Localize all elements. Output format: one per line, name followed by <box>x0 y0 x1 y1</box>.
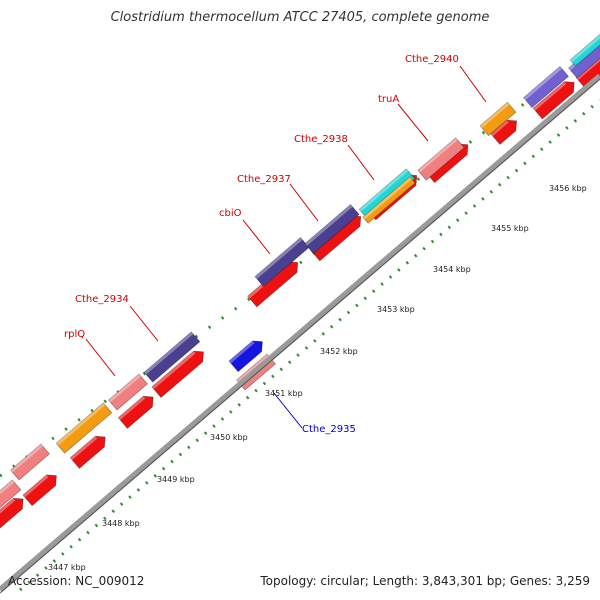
scale-label: 3455 kbp <box>491 224 529 233</box>
genome-backbone-shadow <box>0 78 600 594</box>
leader-lines <box>85 65 487 429</box>
scale-label: 3454 kbp <box>433 265 471 274</box>
gene-label-cthe-2940[interactable]: Cthe_2940 <box>405 54 459 65</box>
leader-line <box>273 392 303 429</box>
cds-layer <box>0 33 600 531</box>
cds-purple[interactable] <box>522 65 570 109</box>
cds-cyan[interactable] <box>569 33 600 67</box>
cds-pink[interactable] <box>108 373 148 411</box>
cds-forward-red[interactable] <box>151 347 208 399</box>
cds-pink[interactable] <box>10 443 50 481</box>
scale-label: 3448 kbp <box>102 519 140 528</box>
gene-label-cthe-2935[interactable]: Cthe_2935 <box>302 424 356 435</box>
leader-line <box>129 305 159 342</box>
leader-line <box>459 65 487 103</box>
leader-line <box>289 183 319 222</box>
gene-label-cthe-2937[interactable]: Cthe_2937 <box>237 174 291 185</box>
leader-line <box>397 103 429 142</box>
gene-label-cthe-2934[interactable]: Cthe_2934 <box>75 294 129 305</box>
gene-label-cthe-2938[interactable]: Cthe_2938 <box>294 134 348 145</box>
genome-summary: Topology: circular; Length: 3,843,301 bp… <box>260 574 590 588</box>
genome-backbone <box>0 73 600 593</box>
scale-label: 3452 kbp <box>320 347 358 356</box>
leader-line <box>85 338 116 377</box>
scale-label: 3449 kbp <box>157 475 195 484</box>
gene-label-rplq[interactable]: rplQ <box>64 329 85 340</box>
scale-label: 3453 kbp <box>377 305 415 314</box>
cds-forward-red[interactable] <box>532 77 579 120</box>
scale-labels: 3447 kbp 3448 kbp 3449 kbp 3450 kbp 3451 kbp… <box>48 184 587 572</box>
cds-orange[interactable] <box>55 402 113 454</box>
cds-darkpurple[interactable] <box>304 203 360 255</box>
scale-label: 3450 kbp <box>210 433 248 442</box>
cds-forward-red[interactable] <box>0 494 28 531</box>
cds-reverse-blue[interactable] <box>228 336 267 373</box>
cds-forward-red[interactable] <box>69 432 109 469</box>
accession-label: Accession: NC_009012 <box>8 574 145 588</box>
cds-darkpurple[interactable] <box>143 331 201 383</box>
cds-forward-red[interactable] <box>490 116 521 145</box>
leader-line <box>347 144 375 181</box>
leader-line <box>242 219 271 255</box>
cds-orange[interactable] <box>362 176 416 224</box>
gene-label-cbio[interactable]: cbiO <box>219 208 242 219</box>
gene-label-trua[interactable]: truA <box>378 94 399 105</box>
cds-forward-red[interactable] <box>117 392 157 429</box>
scale-label: 3447 kbp <box>48 563 86 572</box>
inner-tick-track <box>19 98 600 592</box>
map-title: Clostridium thermocellum ATCC 27405, com… <box>110 10 490 25</box>
cds-orange[interactable] <box>479 101 517 137</box>
scale-label: 3456 kbp <box>549 184 587 193</box>
cds-pink[interactable] <box>0 479 22 509</box>
cds-forward-red[interactable] <box>22 470 61 507</box>
cds-pink[interactable] <box>417 137 465 181</box>
scale-label: 3451 kbp <box>265 389 303 398</box>
